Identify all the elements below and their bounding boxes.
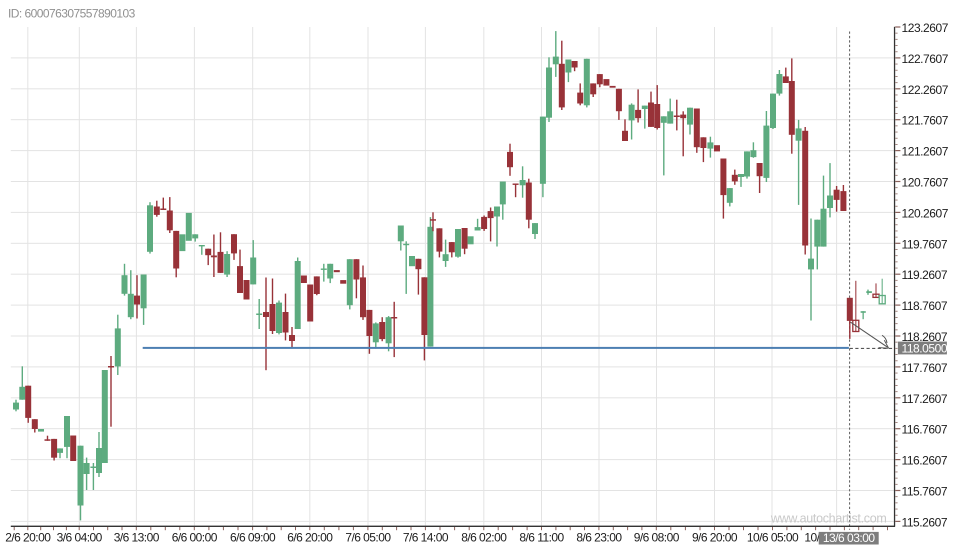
svg-text:6/6 20:00: 6/6 20:00 [287,531,333,545]
svg-text:119.7607: 119.7607 [902,237,948,251]
svg-text:3/6 13:00: 3/6 13:00 [114,531,160,545]
svg-text:ID: 600076307557890103: ID: 600076307557890103 [8,6,136,20]
svg-text:7/6 14:00: 7/6 14:00 [403,531,449,545]
svg-text:118.2607: 118.2607 [902,330,948,344]
svg-text:www.autochartist.com: www.autochartist.com [770,512,887,526]
svg-text:120.2607: 120.2607 [902,206,949,220]
svg-text:122.2607: 122.2607 [902,83,949,97]
svg-text:3/6 04:00: 3/6 04:00 [57,531,103,545]
svg-text:121.2607: 121.2607 [902,145,949,159]
svg-text:123.2607: 123.2607 [902,21,949,35]
svg-text:118.7607: 118.7607 [902,299,948,313]
svg-text:119.2607: 119.2607 [902,268,948,282]
svg-text:115.7607: 115.7607 [902,485,948,499]
svg-text:8/6 23:00: 8/6 23:00 [576,531,622,545]
svg-text:115.2607: 115.2607 [902,515,948,529]
svg-text:9/6 08:00: 9/6 08:00 [634,531,680,545]
svg-text:121.7607: 121.7607 [902,114,949,128]
svg-text:8/6 11:00: 8/6 11:00 [519,531,564,545]
svg-text:118.0500: 118.0500 [902,341,948,355]
svg-text:117.7607: 117.7607 [902,361,948,375]
svg-text:8/6 02:00: 8/6 02:00 [461,531,507,545]
svg-text:13/6 03:00: 13/6 03:00 [823,531,876,545]
svg-text:6/6 00:00: 6/6 00:00 [172,531,218,545]
svg-text:2/6 20:00: 2/6 20:00 [5,531,51,545]
svg-text:116.2607: 116.2607 [902,454,948,468]
svg-text:116.7607: 116.7607 [902,423,948,437]
svg-text:117.2607: 117.2607 [902,392,948,406]
svg-text:6/6 09:00: 6/6 09:00 [230,531,276,545]
svg-text:122.7607: 122.7607 [902,52,949,66]
svg-text:10/6 05:00: 10/6 05:00 [747,531,799,545]
svg-text:9/6 20:00: 9/6 20:00 [692,531,738,545]
svg-text:7/6 05:00: 7/6 05:00 [345,531,391,545]
svg-text:120.7607: 120.7607 [902,176,949,190]
